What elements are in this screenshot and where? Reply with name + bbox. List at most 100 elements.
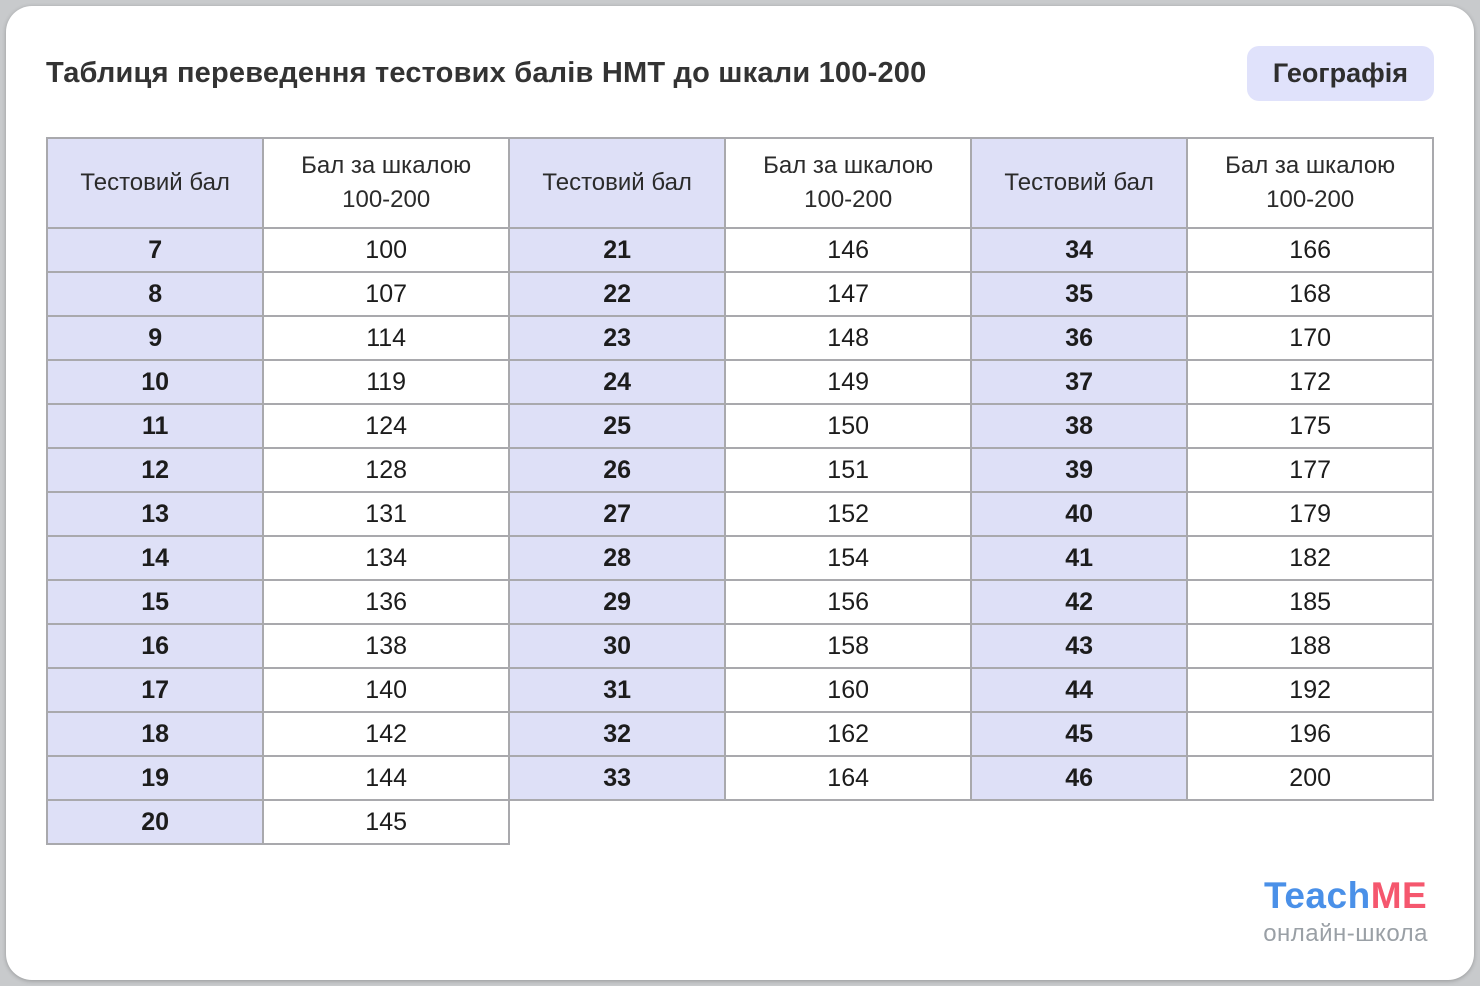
test-score-cell: 43 — [969, 623, 1189, 669]
test-score-cell: 13 — [45, 491, 265, 537]
scale-score-cell: 182 — [1186, 535, 1434, 581]
test-score-cell: 22 — [507, 271, 727, 317]
test-score-cell: 23 — [507, 315, 727, 361]
scale-score-cell: 166 — [1186, 227, 1434, 273]
table-row: 43 188 — [969, 623, 1434, 669]
table-row: 19 144 — [45, 755, 510, 801]
scale-score-cell: 179 — [1186, 491, 1434, 537]
test-score-cell: 21 — [507, 227, 727, 273]
page-title: Таблиця переведення тестових балів НМТ д… — [46, 57, 927, 89]
table-row: 10 119 — [45, 359, 510, 405]
scale-score-cell: 144 — [262, 755, 510, 801]
scale-score-cell: 150 — [724, 403, 972, 449]
scale-column-header: Бал за шкалою 100-200 — [1186, 137, 1434, 229]
table-row: 40 179 — [969, 491, 1434, 537]
scale-column-header: Бал за шкалою 100-200 — [724, 137, 972, 229]
table-row: 33 164 — [507, 755, 972, 801]
table-header-row: Тестовий бал Бал за шкалою 100-200 — [969, 137, 1434, 229]
scale-score-cell: 152 — [724, 491, 972, 537]
scale-score-cell: 114 — [262, 315, 510, 361]
test-score-cell: 41 — [969, 535, 1189, 581]
scale-header-line2: 100-200 — [342, 186, 431, 213]
scale-score-cell: 131 — [262, 491, 510, 537]
test-score-cell: 28 — [507, 535, 727, 581]
scale-score-cell: 100 — [262, 227, 510, 273]
scale-score-cell: 124 — [262, 403, 510, 449]
scale-score-cell: 140 — [262, 667, 510, 713]
test-score-cell: 10 — [45, 359, 265, 405]
test-score-cell: 39 — [969, 447, 1189, 493]
table-row: 12 128 — [45, 447, 510, 493]
scale-score-cell: 146 — [724, 227, 972, 273]
table-row: 39 177 — [969, 447, 1434, 493]
table-row: 24 149 — [507, 359, 972, 405]
test-score-cell: 11 — [45, 403, 265, 449]
subject-badge: Географія — [1246, 46, 1434, 101]
test-score-cell: 14 — [45, 535, 265, 581]
test-score-cell: 24 — [507, 359, 727, 405]
scale-score-cell: 158 — [724, 623, 972, 669]
table-row: 23 148 — [507, 315, 972, 361]
scale-score-cell: 192 — [1186, 667, 1434, 713]
test-score-cell: 8 — [45, 271, 265, 317]
test-score-cell: 25 — [507, 403, 727, 449]
brand-teach-text: Teach — [1263, 875, 1371, 916]
test-score-cell: 29 — [507, 579, 727, 625]
test-score-cell: 32 — [507, 711, 727, 757]
conversion-table: Тестовий бал Бал за шкалою 100-200 7 100 8… — [45, 137, 1434, 845]
test-score-cell: 9 — [45, 315, 265, 361]
scale-score-cell: 134 — [262, 535, 510, 581]
table-row: 27 152 — [507, 491, 972, 537]
scale-score-cell: 196 — [1186, 711, 1434, 757]
test-score-cell: 30 — [507, 623, 727, 669]
brand-name: TeachME — [1263, 875, 1428, 917]
scale-score-cell: 172 — [1186, 359, 1434, 405]
table-row: 14 134 — [45, 535, 510, 581]
table-row: 25 150 — [507, 403, 972, 449]
scale-score-cell: 162 — [724, 711, 972, 757]
table-row: 38 175 — [969, 403, 1434, 449]
scale-score-cell: 200 — [1186, 755, 1434, 801]
scale-score-cell: 142 — [262, 711, 510, 757]
table-row: 7 100 — [45, 227, 510, 273]
test-score-cell: 33 — [507, 755, 727, 801]
table-row: 35 168 — [969, 271, 1434, 317]
test-score-cell: 31 — [507, 667, 727, 713]
table-row: 13 131 — [45, 491, 510, 537]
scale-score-cell: 164 — [724, 755, 972, 801]
scale-header-line2: 100-200 — [804, 186, 893, 213]
scale-score-cell: 149 — [724, 359, 972, 405]
scale-score-cell: 160 — [724, 667, 972, 713]
scale-score-cell: 128 — [262, 447, 510, 493]
scale-score-cell: 147 — [724, 271, 972, 317]
content-card: Таблиця переведення тестових балів НМТ д… — [6, 6, 1474, 980]
brand-logo: TeachME онлайн-школа — [1263, 875, 1428, 948]
table-row: 21 146 — [507, 227, 972, 273]
test-column-header: Тестовий бал — [45, 137, 265, 229]
table-row: 44 192 — [969, 667, 1434, 713]
scale-score-cell: 148 — [724, 315, 972, 361]
test-column-header: Тестовий бал — [969, 137, 1189, 229]
page-header: Таблиця переведення тестових балів НМТ д… — [46, 46, 1434, 101]
scale-header-line2: 100-200 — [1266, 186, 1355, 213]
scale-score-cell: 107 — [262, 271, 510, 317]
scale-score-cell: 145 — [262, 799, 510, 845]
scale-score-cell: 175 — [1186, 403, 1434, 449]
table-row: 26 151 — [507, 447, 972, 493]
table-row: 20 145 — [45, 799, 510, 845]
scale-header-line1: Бал за шкалою — [1225, 152, 1396, 180]
table-row: 42 185 — [969, 579, 1434, 625]
test-score-cell: 26 — [507, 447, 727, 493]
table-row: 45 196 — [969, 711, 1434, 757]
test-score-cell: 20 — [45, 799, 265, 845]
table-row: 18 142 — [45, 711, 510, 757]
test-score-cell: 36 — [969, 315, 1189, 361]
test-score-cell: 7 — [45, 227, 265, 273]
scale-score-cell: 185 — [1186, 579, 1434, 625]
test-score-cell: 12 — [45, 447, 265, 493]
table-row: 46 200 — [969, 755, 1434, 801]
table-row: 34 166 — [969, 227, 1434, 273]
scale-column-header: Бал за шкалою 100-200 — [262, 137, 510, 229]
test-score-cell: 17 — [45, 667, 265, 713]
test-score-cell: 34 — [969, 227, 1189, 273]
